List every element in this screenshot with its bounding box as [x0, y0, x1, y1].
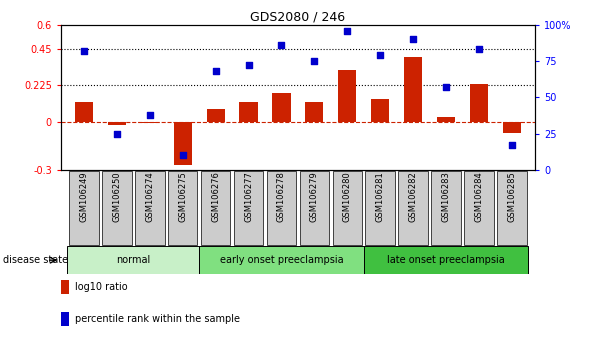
- Point: [211, 68, 221, 74]
- FancyBboxPatch shape: [333, 171, 362, 245]
- Text: GSM106281: GSM106281: [376, 171, 385, 222]
- Bar: [75, 102, 93, 121]
- Bar: [272, 92, 291, 121]
- Text: GSM106275: GSM106275: [178, 171, 187, 222]
- Text: early onset preeclampsia: early onset preeclampsia: [219, 255, 344, 265]
- Title: GDS2080 / 246: GDS2080 / 246: [250, 11, 345, 24]
- FancyBboxPatch shape: [465, 171, 494, 245]
- Point: [375, 52, 385, 58]
- Bar: [305, 102, 323, 121]
- Bar: [338, 70, 356, 121]
- Point: [441, 84, 451, 90]
- FancyBboxPatch shape: [398, 171, 428, 245]
- Bar: [199, 246, 364, 274]
- Bar: [67, 246, 199, 274]
- Text: GSM106285: GSM106285: [508, 171, 516, 222]
- FancyBboxPatch shape: [168, 171, 198, 245]
- Text: GSM106284: GSM106284: [475, 171, 483, 222]
- Text: disease state: disease state: [3, 255, 68, 265]
- Text: GSM106279: GSM106279: [310, 171, 319, 222]
- Text: late onset preeclampsia: late onset preeclampsia: [387, 255, 505, 265]
- Point: [342, 28, 352, 33]
- Text: log10 ratio: log10 ratio: [75, 282, 128, 292]
- Text: normal: normal: [116, 255, 150, 265]
- Text: GSM106283: GSM106283: [441, 171, 451, 222]
- Text: GSM106249: GSM106249: [80, 171, 88, 222]
- FancyBboxPatch shape: [102, 171, 131, 245]
- Point: [79, 48, 89, 54]
- Text: GSM106278: GSM106278: [277, 171, 286, 222]
- Bar: [140, 121, 159, 123]
- Point: [409, 36, 418, 42]
- Point: [507, 142, 517, 148]
- Text: percentile rank within the sample: percentile rank within the sample: [75, 314, 240, 324]
- Text: GSM106282: GSM106282: [409, 171, 418, 222]
- Text: GSM106280: GSM106280: [343, 171, 352, 222]
- Bar: [503, 121, 521, 133]
- FancyBboxPatch shape: [300, 171, 329, 245]
- Bar: [437, 117, 455, 121]
- FancyBboxPatch shape: [267, 171, 296, 245]
- Point: [244, 63, 254, 68]
- Bar: [207, 109, 224, 121]
- Bar: [371, 99, 389, 121]
- FancyBboxPatch shape: [497, 171, 527, 245]
- FancyBboxPatch shape: [135, 171, 165, 245]
- Bar: [364, 246, 528, 274]
- FancyBboxPatch shape: [431, 171, 461, 245]
- Text: GSM106277: GSM106277: [244, 171, 253, 222]
- FancyBboxPatch shape: [201, 171, 230, 245]
- FancyBboxPatch shape: [365, 171, 395, 245]
- Point: [112, 131, 122, 136]
- Text: GSM106276: GSM106276: [211, 171, 220, 222]
- FancyBboxPatch shape: [69, 171, 98, 245]
- Bar: [404, 57, 422, 121]
- Bar: [240, 102, 258, 121]
- FancyBboxPatch shape: [233, 171, 263, 245]
- Text: GSM106250: GSM106250: [112, 171, 121, 222]
- Bar: [174, 121, 192, 165]
- Bar: [470, 85, 488, 121]
- Bar: [108, 121, 126, 125]
- Point: [277, 42, 286, 48]
- Point: [145, 112, 154, 118]
- Point: [178, 153, 187, 158]
- Point: [309, 58, 319, 64]
- Point: [474, 47, 484, 52]
- Text: GSM106274: GSM106274: [145, 171, 154, 222]
